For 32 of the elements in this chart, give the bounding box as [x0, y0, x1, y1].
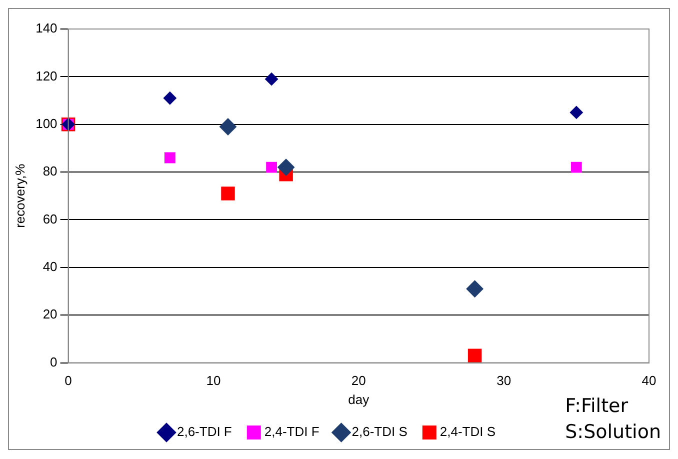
x-tick-label: 30	[496, 373, 512, 388]
y-tick-label: 20	[42, 306, 58, 322]
y-tick-label: 80	[42, 164, 58, 179]
point	[278, 158, 295, 176]
y-tick-label: 60	[42, 211, 58, 226]
point	[468, 348, 482, 363]
x-tick-label: 20	[351, 373, 366, 388]
x-tick-label: 40	[642, 373, 656, 388]
y-tick-label: 0	[50, 354, 58, 370]
text: S:Solution	[565, 420, 661, 445]
point	[570, 162, 582, 173]
text: F:Filter	[565, 394, 630, 419]
point	[466, 280, 484, 298]
point	[265, 72, 278, 86]
x-tick-label: 10	[206, 373, 221, 388]
point	[266, 162, 277, 173]
legend-label: 2,4-TDI F	[264, 424, 320, 440]
legend-label: 2,6-TDI F	[176, 424, 232, 440]
point	[221, 186, 235, 200]
y-tick-label: 100	[36, 116, 58, 131]
legend-label: 2,6-TDI S	[352, 424, 408, 440]
x-axis-title: day	[348, 392, 370, 407]
y-axis-title: recovery,%	[12, 163, 28, 228]
point	[163, 92, 176, 105]
x-tick-label: 0	[64, 373, 72, 388]
point	[219, 118, 236, 136]
y-tick-label: 140	[36, 20, 58, 36]
y-tick-label: 40	[42, 259, 58, 274]
point	[570, 106, 583, 119]
y-tick-label: 120	[36, 68, 58, 84]
point	[164, 152, 176, 164]
legend-label: 2,4-TDI S	[440, 424, 496, 440]
